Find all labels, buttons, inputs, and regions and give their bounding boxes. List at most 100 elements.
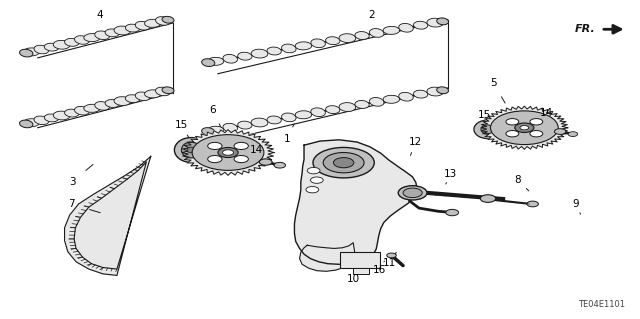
Text: 15: 15 [175, 120, 188, 130]
Text: 9: 9 [572, 199, 579, 209]
Ellipse shape [174, 137, 207, 162]
Polygon shape [481, 106, 568, 149]
Ellipse shape [95, 31, 109, 40]
Circle shape [490, 111, 558, 145]
Polygon shape [182, 130, 274, 175]
Ellipse shape [399, 23, 413, 32]
Ellipse shape [554, 129, 566, 134]
Ellipse shape [530, 130, 543, 137]
Text: 1: 1 [284, 134, 290, 144]
Ellipse shape [398, 186, 427, 200]
Ellipse shape [135, 21, 150, 30]
Ellipse shape [568, 132, 578, 137]
Ellipse shape [267, 116, 282, 124]
Ellipse shape [114, 26, 131, 35]
Text: 4: 4 [97, 10, 103, 20]
Ellipse shape [181, 142, 200, 158]
Ellipse shape [480, 195, 495, 202]
Ellipse shape [274, 162, 285, 168]
Circle shape [313, 147, 374, 178]
Ellipse shape [369, 98, 384, 106]
Ellipse shape [251, 118, 268, 127]
Text: 13: 13 [444, 169, 458, 179]
Ellipse shape [202, 128, 215, 136]
Text: 15: 15 [478, 110, 492, 120]
Ellipse shape [44, 43, 59, 51]
Ellipse shape [95, 102, 109, 110]
Ellipse shape [20, 120, 33, 128]
Ellipse shape [20, 49, 33, 57]
Ellipse shape [53, 41, 70, 49]
Ellipse shape [267, 47, 282, 55]
Text: 6: 6 [209, 105, 216, 115]
Circle shape [218, 147, 238, 158]
Circle shape [223, 150, 234, 155]
Text: 11: 11 [382, 258, 396, 268]
Ellipse shape [383, 26, 399, 34]
Circle shape [333, 158, 354, 168]
Ellipse shape [295, 111, 312, 119]
Ellipse shape [135, 92, 150, 100]
Ellipse shape [326, 106, 340, 114]
Ellipse shape [436, 18, 449, 25]
Text: FR.: FR. [575, 24, 596, 34]
Ellipse shape [34, 116, 49, 125]
Ellipse shape [65, 109, 79, 117]
Ellipse shape [506, 130, 519, 137]
Text: 7: 7 [68, 199, 74, 209]
Ellipse shape [53, 111, 70, 120]
Text: 14: 14 [540, 108, 554, 118]
Text: 8: 8 [515, 175, 522, 185]
Ellipse shape [311, 108, 325, 116]
Ellipse shape [481, 125, 493, 134]
Ellipse shape [234, 155, 248, 163]
Ellipse shape [369, 29, 384, 37]
Ellipse shape [114, 97, 131, 106]
Ellipse shape [145, 19, 161, 27]
Polygon shape [300, 243, 355, 271]
Text: 12: 12 [409, 137, 422, 147]
Ellipse shape [125, 95, 140, 103]
Ellipse shape [34, 45, 49, 54]
Ellipse shape [84, 104, 100, 112]
Circle shape [323, 152, 364, 173]
Ellipse shape [530, 119, 543, 125]
Ellipse shape [162, 87, 174, 94]
Ellipse shape [355, 100, 369, 108]
Ellipse shape [23, 48, 40, 56]
Ellipse shape [295, 42, 312, 50]
Ellipse shape [207, 142, 222, 150]
Ellipse shape [311, 39, 325, 48]
Ellipse shape [125, 24, 140, 32]
Ellipse shape [413, 90, 428, 98]
Ellipse shape [326, 37, 340, 45]
Ellipse shape [65, 39, 79, 46]
Circle shape [310, 177, 323, 183]
Ellipse shape [436, 87, 449, 94]
Ellipse shape [156, 87, 170, 96]
Text: TE04E1101: TE04E1101 [579, 300, 625, 309]
Circle shape [520, 126, 529, 130]
Text: 10: 10 [348, 274, 360, 284]
Ellipse shape [44, 114, 59, 122]
Ellipse shape [427, 87, 444, 96]
Ellipse shape [234, 142, 248, 150]
Circle shape [515, 123, 534, 132]
Ellipse shape [355, 32, 369, 40]
Text: 3: 3 [69, 177, 76, 187]
Text: 16: 16 [372, 265, 386, 275]
Polygon shape [294, 140, 417, 264]
Ellipse shape [187, 147, 195, 153]
Ellipse shape [156, 17, 170, 25]
FancyBboxPatch shape [353, 268, 369, 274]
Ellipse shape [237, 121, 252, 129]
Ellipse shape [84, 33, 100, 42]
Ellipse shape [202, 59, 215, 67]
Ellipse shape [339, 103, 356, 111]
Ellipse shape [105, 100, 120, 108]
Text: 5: 5 [490, 78, 497, 88]
Ellipse shape [105, 29, 120, 37]
Ellipse shape [387, 253, 396, 258]
Ellipse shape [259, 159, 272, 165]
Ellipse shape [506, 119, 519, 125]
